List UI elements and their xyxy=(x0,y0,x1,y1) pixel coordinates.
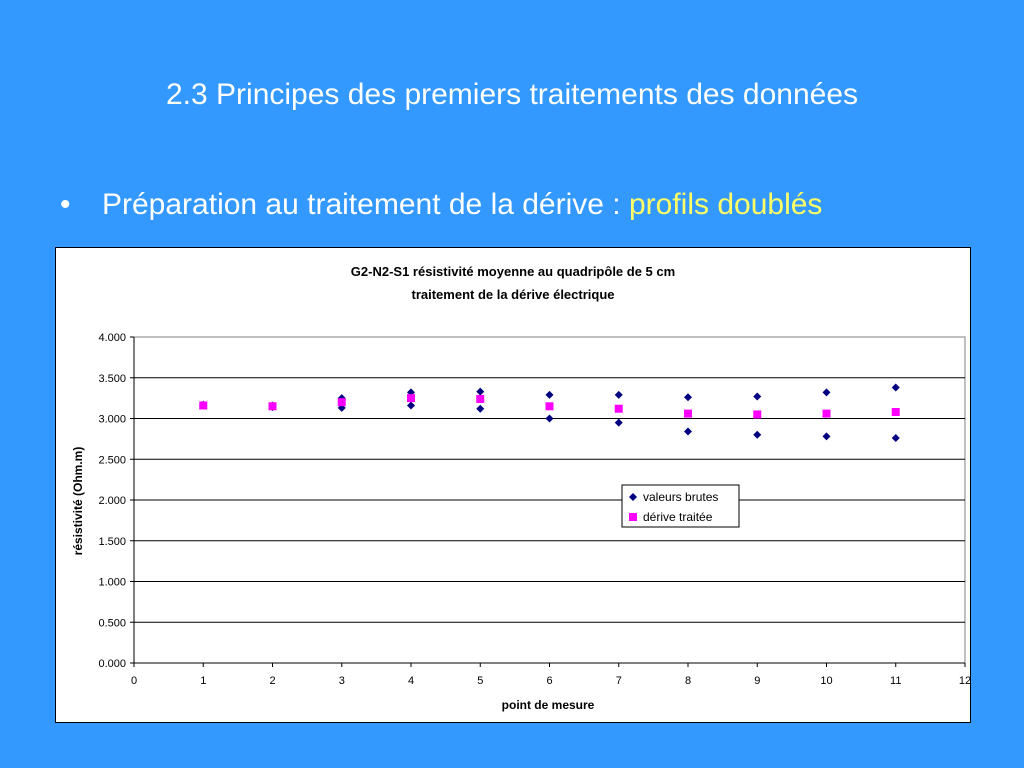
x-tick-label: 7 xyxy=(616,675,622,687)
y-tick-label: 3.000 xyxy=(98,414,126,426)
point-valeurs-brutes xyxy=(684,393,692,402)
point-valeurs-brutes xyxy=(476,404,485,413)
chart-title-line-2: traitement de la dérive électrique xyxy=(411,287,614,302)
point-derive-traitee xyxy=(545,402,554,411)
legend-marker xyxy=(629,493,637,501)
y-tick-label: 1.500 xyxy=(98,536,126,548)
legend: valeurs brutes dérive traitée xyxy=(621,484,740,528)
x-tick-label: 0 xyxy=(131,675,137,687)
y-tick-label: 2.500 xyxy=(98,454,126,466)
x-tick-label: 6 xyxy=(546,675,552,687)
bullet-highlight: profils doublés xyxy=(628,188,823,221)
y-axis-label: résistivité (Ohm.m) xyxy=(71,447,85,556)
x-tick-label: 12 xyxy=(959,675,970,687)
x-tick-labels: 0 1 2 3 4 5 6 7 8 9 10 11 12 xyxy=(131,675,970,687)
point-valeurs-brutes xyxy=(684,427,692,436)
data-points xyxy=(199,383,900,443)
x-axis-label: point de mesure xyxy=(502,698,595,712)
x-tick-label: 3 xyxy=(339,675,345,687)
y-tick-label: 4.000 xyxy=(98,332,126,344)
point-valeurs-brutes xyxy=(407,401,415,410)
y-tick-label: 2.000 xyxy=(98,495,126,507)
point-valeurs-brutes xyxy=(822,388,831,397)
bullet-line: • Préparation au traitement de la dérive … xyxy=(60,188,822,222)
point-valeurs-brutes xyxy=(891,383,900,392)
point-derive-traitee xyxy=(684,409,692,418)
point-valeurs-brutes xyxy=(614,418,623,427)
x-tick-label: 8 xyxy=(685,675,691,687)
x-tick-label: 2 xyxy=(269,675,275,687)
x-tick-label: 9 xyxy=(754,675,760,687)
point-valeurs-brutes xyxy=(545,390,554,399)
y-tick-label: 0.500 xyxy=(98,617,126,629)
chart-title-line-1: G2-N2-S1 résistivité moyenne au quadripô… xyxy=(351,264,675,279)
point-valeurs-brutes xyxy=(614,390,623,399)
slide-title: 2.3 Principes des premiers traitements d… xyxy=(165,78,859,111)
point-valeurs-brutes xyxy=(891,434,900,443)
point-derive-traitee xyxy=(268,402,277,411)
point-valeurs-brutes xyxy=(753,430,762,439)
bullet-marker: • xyxy=(60,188,71,221)
y-tick-label: 0.000 xyxy=(98,658,126,670)
x-tick-label: 10 xyxy=(820,675,832,687)
scatter-chart: G2-N2-S1 résistivité moyenne au quadripô… xyxy=(71,264,970,712)
axes xyxy=(130,336,966,667)
point-derive-traitee xyxy=(891,407,900,416)
legend-box xyxy=(621,484,740,528)
point-derive-traitee xyxy=(407,394,415,403)
point-valeurs-brutes xyxy=(753,392,762,401)
legend-marker xyxy=(629,513,637,521)
point-valeurs-brutes xyxy=(822,432,831,441)
point-derive-traitee xyxy=(753,410,762,419)
y-tick-labels: 0.000 0.500 1.000 1.500 2.000 2.500 3.000 3.500… xyxy=(98,332,126,670)
x-tick-label: 5 xyxy=(477,675,483,687)
y-tick-label: 1.000 xyxy=(98,577,126,589)
point-derive-traitee xyxy=(199,401,208,410)
point-derive-traitee xyxy=(476,394,485,403)
x-tick-label: 1 xyxy=(200,675,206,687)
point-derive-traitee xyxy=(337,398,346,407)
x-tick-label: 4 xyxy=(408,675,414,687)
point-derive-traitee xyxy=(822,409,831,418)
bullet-text: Préparation au traitement de la dérive : xyxy=(102,188,629,221)
legend-label: valeurs brutes xyxy=(643,490,718,504)
x-tick-label: 11 xyxy=(890,675,901,687)
legend-items: valeurs brutes dérive traitée xyxy=(629,490,718,524)
point-derive-traitee xyxy=(614,404,623,413)
point-valeurs-brutes xyxy=(545,414,554,423)
y-tick-label: 3.500 xyxy=(98,373,126,385)
chart-frame: G2-N2-S1 résistivité moyenne au quadripô… xyxy=(55,247,971,723)
legend-label: dérive traitée xyxy=(643,510,713,524)
point-valeurs-brutes xyxy=(476,387,485,396)
